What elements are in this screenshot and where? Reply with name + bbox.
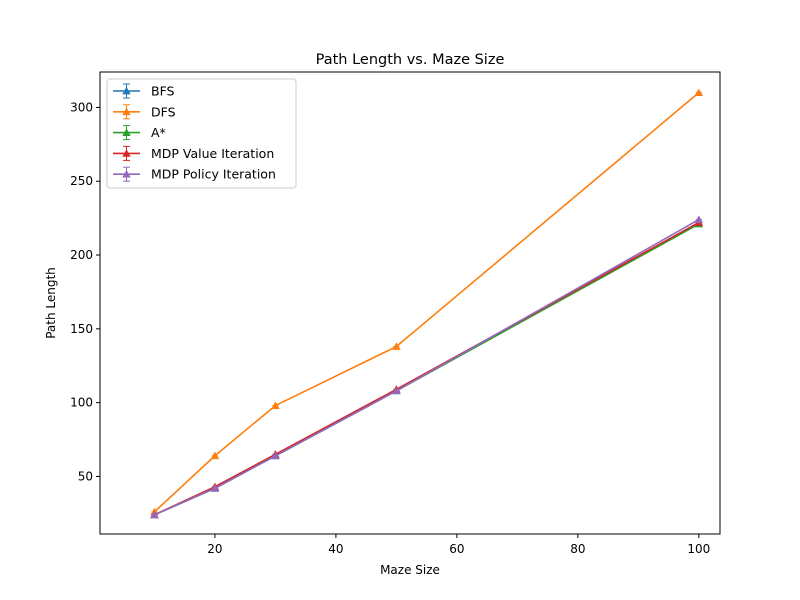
legend-item: A* xyxy=(113,125,166,141)
legend-item: MDP Value Iteration xyxy=(113,145,274,161)
legend-item: DFS xyxy=(113,104,176,120)
y-tick-label: 100 xyxy=(70,396,93,410)
legend-label: MDP Value Iteration xyxy=(151,146,274,161)
legend-marker xyxy=(122,107,131,116)
y-tick-label: 50 xyxy=(78,469,93,483)
legend-item: BFS xyxy=(113,83,175,99)
chart-title: Path Length vs. Maze Size xyxy=(316,52,505,68)
x-tick-label: 20 xyxy=(207,542,222,556)
y-axis: 50 100 150 200 250 300 xyxy=(70,100,100,483)
series-layer xyxy=(150,88,704,519)
legend: BFS DFS A* MDP Value Iteration MDP Policy It… xyxy=(106,78,297,189)
data-point xyxy=(150,510,159,519)
y-tick-label: 300 xyxy=(70,100,93,114)
legend-marker xyxy=(122,149,131,157)
legend-label: MDP Policy Iteration xyxy=(151,167,276,182)
x-tick-label: 60 xyxy=(449,542,464,556)
data-point xyxy=(271,451,280,460)
legend-marker xyxy=(122,86,131,95)
x-tick-label: 80 xyxy=(570,542,585,556)
legend-box xyxy=(106,78,297,189)
data-point xyxy=(210,451,220,460)
x-axis-label: Maze Size xyxy=(380,563,440,577)
legend-item: MDP Policy Iteration xyxy=(113,166,276,182)
x-tick-label: 40 xyxy=(328,542,343,556)
data-point xyxy=(392,342,401,350)
y-tick-label: 250 xyxy=(70,174,93,188)
legend-label: A* xyxy=(151,125,166,140)
x-tick-label: 100 xyxy=(687,542,710,556)
data-point xyxy=(271,401,280,409)
data-point xyxy=(694,215,704,223)
legend-label: DFS xyxy=(151,104,176,119)
data-point xyxy=(694,88,704,97)
series-4 xyxy=(150,215,704,519)
x-axis: 20 40 60 80 100 xyxy=(207,534,710,556)
legend-marker xyxy=(122,170,131,178)
y-axis-label: Path Length xyxy=(44,267,58,339)
data-point xyxy=(210,484,220,492)
legend-label: BFS xyxy=(151,84,175,99)
legend-marker xyxy=(122,128,131,136)
y-tick-label: 200 xyxy=(70,248,93,262)
data-point xyxy=(392,386,401,395)
y-tick-label: 150 xyxy=(70,322,93,336)
